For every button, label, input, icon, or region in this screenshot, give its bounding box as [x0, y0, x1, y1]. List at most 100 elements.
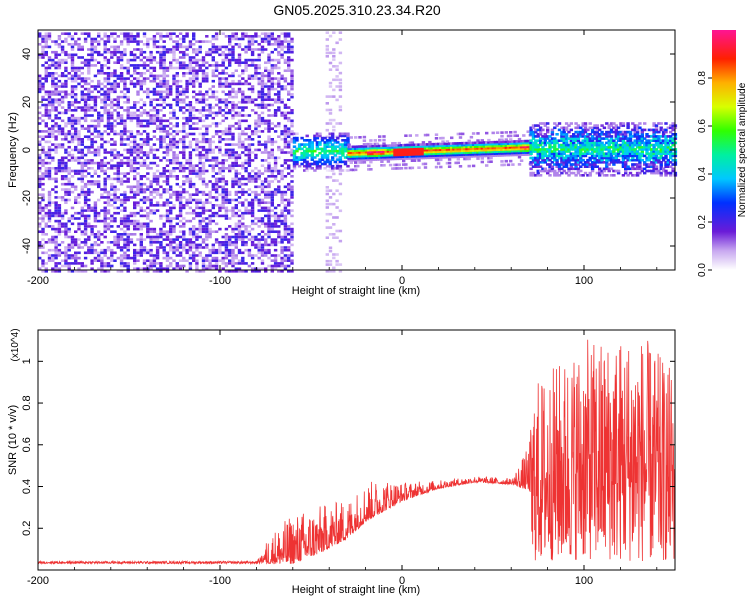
spectrogram-cell: [54, 211, 58, 215]
spectrogram-cell: [277, 95, 281, 99]
spectrogram-cell: [290, 190, 294, 194]
spectrogram-cell: [287, 227, 291, 231]
spectrogram-cell: [218, 251, 222, 255]
spectrogram-cell: [283, 167, 288, 170]
spectrogram-cell: [211, 58, 215, 62]
spectrogram-cell: [67, 172, 71, 175]
spectrogram-cell: [224, 106, 229, 109]
spectrogram-cell: [146, 135, 150, 138]
spectrogram-cell: [211, 256, 215, 260]
spectrogram-cell: [332, 223, 336, 226]
spectrogram-cell: [169, 185, 173, 189]
spectrogram-cell: [60, 259, 65, 262]
spectrogram-cell: [273, 37, 278, 41]
spectrogram-cell: [116, 156, 120, 160]
spectrogram-cell: [467, 139, 471, 143]
spectrogram-cell: [267, 180, 271, 183]
spectrogram-cell: [74, 251, 78, 255]
spectrogram-cell: [495, 148, 500, 152]
spectrogram-cell: [80, 188, 84, 191]
spectrogram-cell: [70, 103, 75, 107]
spectrogram-cell: [423, 156, 428, 160]
spectrogram-cell: [198, 119, 202, 123]
spectrogram-cell: [295, 160, 299, 164]
spectrogram-cell: [250, 77, 255, 80]
spectrogram-cell: [83, 233, 88, 236]
spectrogram-cell: [421, 143, 426, 146]
spectrogram-cell: [224, 45, 229, 49]
spectrogram-cell: [44, 122, 48, 125]
spectrogram-cell: [267, 161, 271, 165]
spectrogram-cell: [260, 98, 265, 101]
spectrogram-cell: [247, 204, 252, 207]
spectrogram-cell: [93, 251, 98, 255]
spectrogram-cell: [192, 182, 196, 186]
spectrogram-cell: [445, 150, 450, 153]
spectrogram-cell: [231, 138, 235, 141]
spectrogram-cell: [283, 238, 288, 241]
spectrogram-cell: [57, 161, 62, 165]
spectrogram-cell: [123, 219, 127, 223]
spectrogram-cell: [110, 182, 114, 186]
spectrogram-cell: [188, 233, 193, 236]
spectrogram-cell: [152, 143, 157, 146]
spectrogram-cell: [290, 48, 294, 51]
spectrogram-cell: [218, 206, 222, 210]
spectrogram-cell: [119, 138, 124, 141]
spectrogram-cell: [277, 79, 281, 83]
spectrogram-cell: [208, 145, 212, 149]
spectrogram-cell: [152, 256, 157, 260]
spectrogram-cell: [290, 262, 294, 265]
spectrogram-cell: [458, 145, 463, 149]
spectrogram-cell: [90, 90, 94, 94]
spectrogram-cell: [241, 201, 245, 204]
spectrogram-cell: [228, 64, 232, 67]
spectrogram-cell: [175, 248, 179, 252]
spectrogram-cell: [182, 190, 186, 194]
spectrogram-cell: [318, 164, 322, 168]
spectrogram-cell: [195, 270, 199, 273]
spectrogram-cell: [434, 156, 439, 159]
spectrogram-cell: [290, 37, 294, 41]
spectrogram-cell: [41, 246, 45, 249]
spectrogram-cell: [234, 114, 238, 117]
spectrogram-cell: [221, 256, 225, 260]
spectrogram-cell: [136, 130, 140, 133]
spectrogram-cell: [247, 264, 252, 268]
spectrogram-cell: [139, 188, 143, 191]
spectrogram-cell: [182, 124, 186, 128]
spectrogram-cell: [100, 196, 104, 199]
spectrogram-cell: [454, 161, 458, 165]
spectrogram-cell: [70, 153, 75, 157]
spectrogram-cell: [159, 58, 163, 62]
spectrogram-cell: [270, 79, 274, 83]
spectrogram-cell: [404, 149, 408, 153]
spectrogram-cell: [146, 151, 150, 154]
spectrogram-cell: [493, 146, 498, 150]
spectrogram-cell: [106, 116, 111, 120]
spectrogram-cell: [273, 264, 278, 268]
spectrogram-cell: [323, 145, 327, 148]
spectrogram-cell: [250, 175, 255, 178]
spectrogram-cell: [192, 251, 196, 255]
spectrogram-cell: [273, 225, 278, 228]
spectrogram-cell: [476, 132, 480, 135]
spectrogram-cell: [93, 201, 98, 204]
spectrogram-cell: [54, 190, 58, 194]
spectrogram-cell: [231, 72, 235, 75]
spectrogram-cell: [126, 101, 130, 104]
spectrogram-cell: [247, 37, 252, 41]
spectrogram-cell: [159, 103, 163, 107]
spectrogram-cell: [270, 69, 274, 72]
spectrogram-cell: [126, 138, 130, 141]
spectrogram-cell: [270, 241, 274, 244]
spectrogram-cell: [211, 140, 215, 144]
spectrogram-cell: [57, 124, 62, 128]
spectrogram-cell: [60, 74, 65, 78]
spectrogram-cell: [328, 68, 333, 71]
spectrogram-cell: [64, 122, 68, 125]
spectrogram-cell: [378, 154, 382, 157]
spectrogram-cell: [149, 90, 153, 94]
spectrogram-cell: [97, 90, 101, 94]
spectrogram-cell: [172, 230, 176, 233]
